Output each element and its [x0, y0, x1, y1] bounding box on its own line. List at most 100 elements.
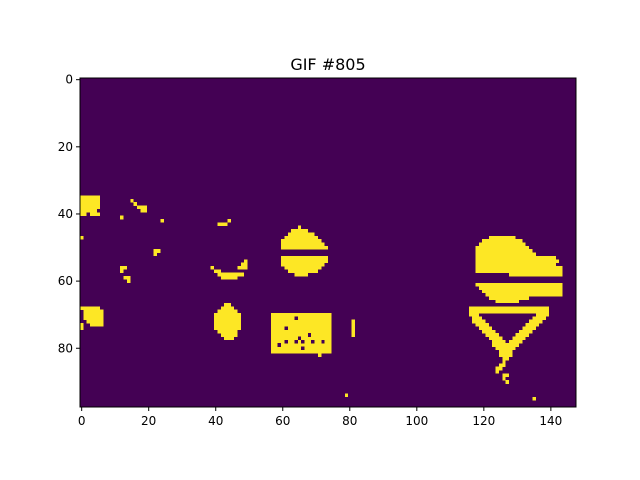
heatmap-cell-run [284, 326, 288, 331]
heatmap-cell-run [217, 222, 228, 227]
heatmap-cell-run [160, 219, 164, 223]
heatmap-cell-run [281, 259, 328, 263]
heatmap-cell-run [224, 336, 235, 341]
heatmap-cell-run [532, 316, 546, 321]
heatmap-cell-run [512, 336, 526, 341]
heatmap-cell-run [317, 353, 322, 357]
heatmap-cell-run [321, 339, 325, 344]
heatmap-cell-run [284, 266, 322, 270]
heatmap-cell-run [492, 343, 509, 347]
heatmap-cell-run [271, 319, 332, 324]
heatmap-cell-run [220, 333, 238, 337]
heatmap-cell-run [80, 323, 84, 327]
heatmap-cell-run [80, 212, 87, 216]
heatmap-cell-run [214, 319, 241, 324]
heatmap-cell-run [214, 316, 241, 321]
heatmap-cell-run [492, 339, 506, 344]
chart-title: GIF #805 [290, 55, 365, 74]
heatmap-cell-run [271, 349, 332, 354]
x-tick-label: 0 [78, 414, 86, 428]
heatmap-cell-run [271, 336, 332, 341]
heatmap-cell-run [291, 229, 308, 233]
heatmap-cell-run [244, 259, 248, 263]
heatmap-cell-run [83, 316, 104, 321]
heatmap-cell-run [281, 245, 328, 250]
heatmap-cell-run [529, 319, 543, 324]
heatmap-cell-run [287, 232, 315, 237]
heatmap-cell-run [502, 373, 509, 378]
heatmap-cell-run [482, 239, 523, 243]
heatmap-cell-run [301, 346, 305, 351]
heatmap-cell-run [475, 255, 556, 260]
heatmap-cell-run [281, 239, 322, 243]
heatmap-cell-run [515, 333, 530, 337]
heatmap-cell-run [86, 319, 104, 324]
heatmap-cell-run [351, 329, 355, 334]
x-tick-label: 80 [342, 414, 357, 428]
y-tick-label: 0 [65, 73, 73, 87]
heatmap-cell-run [80, 202, 101, 206]
heatmap-cell-run [351, 323, 355, 327]
heatmap-cell-run [472, 319, 486, 324]
y-axis: 0 20 40 60 80 [58, 73, 80, 355]
heatmap-cell-run [519, 329, 533, 334]
heatmap-cell-run [271, 316, 332, 321]
heatmap-cell-run [468, 313, 479, 317]
heatmap-cell-run [126, 279, 131, 284]
heatmap-cell-run [535, 313, 550, 317]
heatmap-cell-run [478, 286, 563, 290]
heatmap-cell-run [475, 245, 530, 250]
heatmap-cell-run [485, 292, 563, 297]
heatmap-plot-area [79, 77, 577, 408]
heatmap-cell-run [482, 289, 563, 294]
heatmap-cell-run [508, 272, 563, 277]
heatmap-cell-run [475, 249, 533, 253]
heatmap-cell-run [271, 313, 332, 317]
heatmap-cell-run [90, 212, 101, 216]
x-axis: 0 20 40 60 80 100 120 140 [78, 407, 562, 428]
heatmap-cell-run [472, 316, 483, 321]
heatmap-cell-run [220, 276, 238, 280]
heatmap-cell-run [80, 205, 101, 210]
heatmap-cell-run [505, 380, 509, 384]
heatmap-cell-run [532, 396, 536, 401]
heatmap-cell-run [485, 333, 499, 337]
heatmap-cell-run [525, 323, 540, 327]
heatmap-cell-run [351, 326, 355, 331]
x-tick-label: 40 [208, 414, 223, 428]
heatmap-cell-run [351, 319, 355, 324]
y-tick-label: 80 [58, 341, 73, 355]
heatmap-cell-run [217, 329, 238, 334]
y-tick-label: 60 [58, 274, 73, 288]
heatmap-cell-run [294, 272, 308, 277]
heatmap-cell-run [311, 339, 315, 344]
heatmap-cell-run [488, 336, 503, 341]
heatmap-cell-run [287, 269, 318, 274]
heatmap-cell-run [495, 366, 503, 371]
heatmap-cell-run [217, 272, 245, 277]
heatmap-cell-run [271, 343, 332, 347]
heatmap-cell-run [294, 316, 298, 321]
heatmap-cell-run [271, 329, 332, 334]
heatmap-cell-run [475, 259, 560, 263]
heatmap-cell-run [301, 339, 305, 344]
x-tick-label: 140 [539, 414, 562, 428]
heatmap-cell-run [478, 242, 526, 247]
heatmap-cell-run [475, 262, 556, 267]
heatmap-cell-run [271, 326, 332, 331]
heatmap-cell-run [153, 249, 161, 253]
heatmap-cell-run [307, 333, 312, 337]
heatmap-cell-run [80, 326, 84, 331]
heatmap-cell-run [214, 313, 241, 317]
heatmap-cell-run [120, 266, 127, 270]
heatmap-cell-run [508, 339, 523, 344]
heatmap-cell-run [210, 266, 215, 270]
heatmap-cell-run [277, 343, 282, 347]
heatmap-cell-run [240, 262, 248, 267]
heatmap-cell-run [80, 306, 101, 310]
heatmap-cell-run [475, 266, 563, 270]
x-tick-label: 100 [405, 414, 428, 428]
heatmap-cell-run [475, 323, 489, 327]
heatmap-cell-run [140, 208, 148, 213]
